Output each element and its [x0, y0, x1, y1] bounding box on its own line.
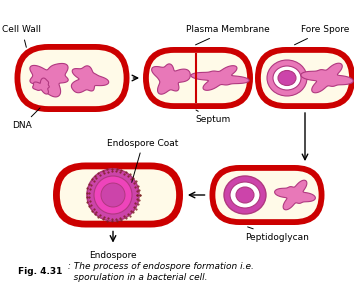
FancyBboxPatch shape: [260, 52, 350, 104]
Polygon shape: [33, 78, 49, 94]
Text: Plasma Membrane: Plasma Membrane: [186, 26, 270, 45]
Polygon shape: [301, 63, 353, 93]
Text: DNA: DNA: [12, 108, 40, 131]
Text: Endospore: Endospore: [89, 251, 137, 260]
Ellipse shape: [267, 60, 307, 96]
Polygon shape: [191, 66, 249, 90]
Ellipse shape: [236, 187, 254, 203]
FancyBboxPatch shape: [53, 162, 183, 228]
Polygon shape: [152, 64, 190, 94]
FancyBboxPatch shape: [59, 168, 177, 222]
FancyBboxPatch shape: [215, 170, 320, 220]
FancyBboxPatch shape: [15, 44, 130, 112]
Circle shape: [101, 183, 125, 207]
Text: Fig. 4.31: Fig. 4.31: [18, 267, 62, 276]
Polygon shape: [275, 180, 315, 210]
Polygon shape: [72, 66, 109, 93]
Text: Septum: Septum: [195, 110, 230, 125]
Ellipse shape: [230, 182, 260, 208]
FancyBboxPatch shape: [19, 49, 125, 107]
Polygon shape: [236, 190, 251, 201]
Polygon shape: [103, 187, 122, 202]
FancyBboxPatch shape: [143, 47, 253, 109]
Circle shape: [87, 169, 139, 221]
Ellipse shape: [273, 66, 301, 90]
Ellipse shape: [224, 176, 266, 214]
Text: Fore Spore: Fore Spore: [295, 26, 349, 45]
FancyBboxPatch shape: [210, 165, 325, 225]
Circle shape: [94, 176, 132, 214]
Text: : The process of endospore formation i.e.
   sporulation in a bacterial cell.: : The process of endospore formation i.e…: [65, 262, 254, 282]
FancyBboxPatch shape: [148, 52, 248, 104]
Polygon shape: [30, 63, 68, 97]
Text: Peptidoglycan: Peptidoglycan: [245, 227, 309, 241]
Text: Cell Wall: Cell Wall: [2, 26, 41, 47]
Ellipse shape: [278, 71, 296, 86]
Text: Endospore Coat: Endospore Coat: [107, 139, 179, 182]
FancyBboxPatch shape: [255, 47, 354, 109]
Polygon shape: [280, 73, 295, 84]
